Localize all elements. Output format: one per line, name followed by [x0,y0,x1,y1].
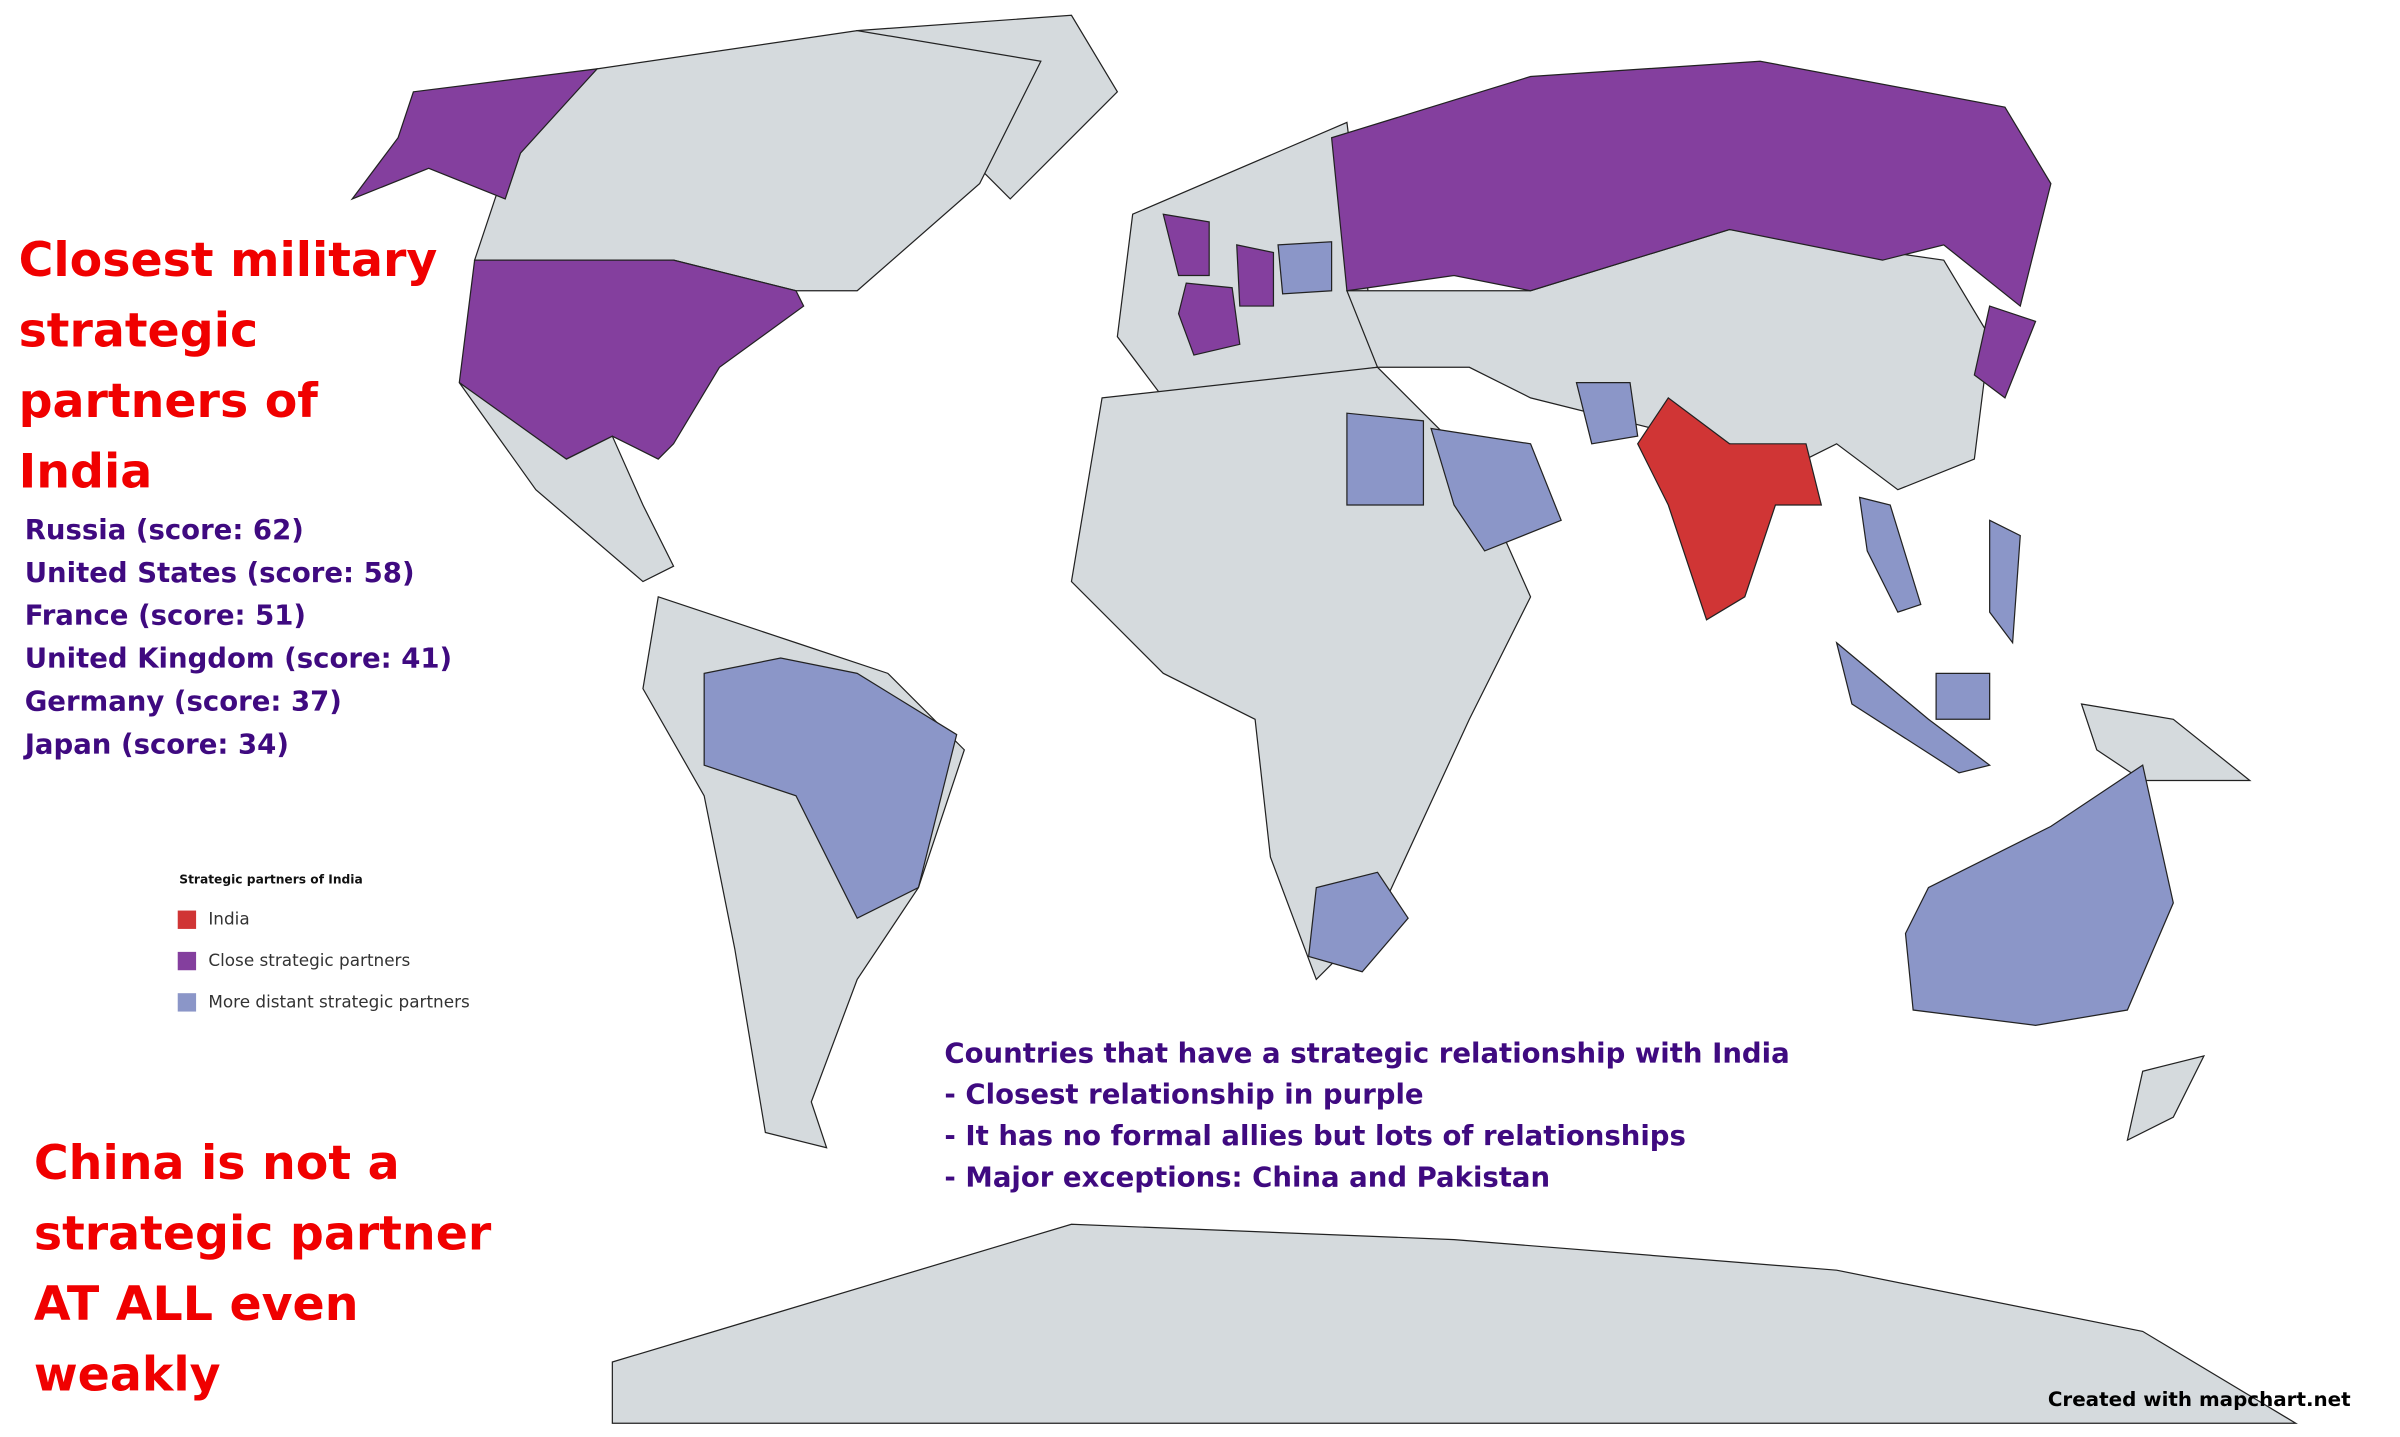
country-distant [703,657,958,920]
warning-line: strategic partner [34,1207,492,1262]
title-line: India [19,444,153,499]
land [2126,1055,2206,1142]
legend-label: Close strategic partners [208,950,410,970]
ranking-item: Russia (score: 62) [25,514,304,546]
legend-label: More distant strategic partners [208,991,469,1011]
warning: China is not a strategic partner AT ALL ev… [34,1136,492,1402]
land [458,382,675,583]
ranking-item: United Kingdom (score: 41) [25,643,452,675]
country-close [350,68,599,201]
country-close [1177,282,1241,356]
ranking-item: France (score: 51) [25,600,306,632]
land [611,1223,2298,1424]
country-distant [1346,412,1425,506]
country-close [1236,244,1275,307]
title-line: partners of [19,374,320,429]
warning-line: weakly [34,1347,221,1402]
warning-line: China is not a [34,1136,400,1191]
country-distant [1858,496,1922,613]
notes-line: - Closest relationship in purple [944,1079,1423,1111]
notes-line: - It has no formal allies but lots of re… [944,1120,1685,1152]
title-line: strategic [19,304,259,359]
world-map [350,14,2298,1424]
notes-line: - Major exceptions: China and Pakistan [944,1161,1550,1193]
country-close [1973,305,2037,399]
notes-heading: Countries that have a strategic relation… [944,1037,1789,1069]
country-distant [1307,871,1409,973]
notes: Countries that have a strategic relation… [944,1037,1789,1193]
country-distant [1904,764,2174,1026]
land [2080,703,2252,782]
legend-title: Strategic partners of India [179,872,363,886]
title: Closest military strategic partners of Indi… [19,233,438,499]
legend-swatch [177,951,197,971]
legend-swatch [177,910,197,929]
country-distant [1835,641,1992,774]
country-distant [1935,672,1991,720]
ranking-item: Japan (score: 34) [23,728,289,760]
warning-line: AT ALL even [34,1277,359,1332]
legend: Strategic partners of India India Close st… [177,872,470,1012]
country-close [1330,60,2052,308]
country-distant [1575,381,1639,445]
ranking-list: Russia (score: 62) United States (score: … [23,514,452,760]
ranking-item: United States (score: 58) [25,557,415,589]
country-distant [1277,241,1333,295]
ranking-item: Germany (score: 37) [25,685,342,717]
country-distant [1430,427,1562,552]
legend-swatch [177,993,197,1012]
country-india [1636,397,1823,621]
title-line: Closest military [19,233,438,288]
legend-label: India [208,909,249,929]
country-distant [1989,519,2021,645]
country-close [1162,213,1210,277]
credit: Created with mapchart.net [2048,1388,2351,1411]
land [473,29,1042,292]
